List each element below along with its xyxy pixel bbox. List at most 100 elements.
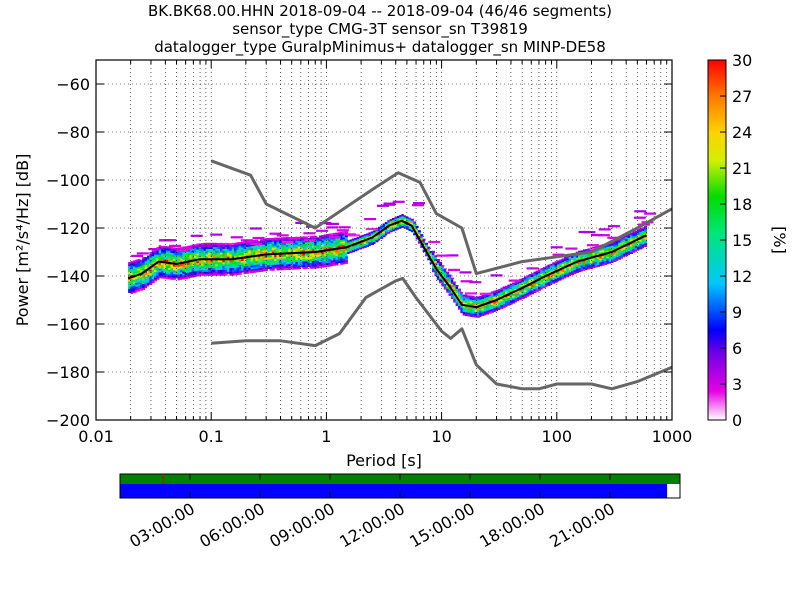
heatmap-cell <box>231 254 235 257</box>
heatmap-cell <box>597 258 600 262</box>
heatmap-cell <box>286 262 289 265</box>
heatmap-cell <box>168 250 172 253</box>
heatmap-cell <box>417 241 421 244</box>
heatmap-cell <box>257 258 261 261</box>
x-tick-label: 1000 <box>652 427 693 446</box>
heatmap-cell <box>507 295 511 298</box>
heatmap-cell <box>615 258 619 261</box>
heatmap-cell <box>559 257 563 260</box>
heatmap-cell <box>215 252 219 255</box>
heatmap-cell <box>238 272 242 275</box>
heatmap-cell <box>196 249 200 252</box>
heatmap-cell <box>340 260 344 263</box>
heatmap-cell <box>267 266 271 269</box>
heatmap-cell <box>158 252 162 256</box>
heatmap-cell <box>128 262 132 265</box>
heatmap-cell <box>540 279 544 282</box>
heatmap-cell <box>582 257 586 260</box>
heatmap-cell <box>151 252 155 255</box>
heatmap-cell <box>330 246 334 249</box>
heatmap-cell <box>505 298 509 301</box>
heatmap-cell <box>627 249 631 252</box>
heatmap-cell <box>622 251 626 254</box>
heatmap-cell <box>210 242 214 245</box>
heatmap-cell <box>351 238 355 241</box>
heatmap-cell <box>321 263 325 266</box>
heatmap-cell <box>257 262 261 265</box>
heatmap-cell <box>300 257 304 260</box>
heatmap-cell <box>184 259 188 262</box>
y-tick-label: −120 <box>46 219 90 238</box>
heatmap-cell <box>293 234 296 237</box>
heatmap-cell <box>288 261 292 265</box>
heatmap-cell <box>281 241 294 244</box>
heatmap-cell <box>493 292 497 295</box>
heatmap-cell <box>413 225 417 228</box>
heatmap-cell <box>184 267 188 270</box>
heatmap-cell <box>587 248 591 251</box>
heatmap-cell <box>429 252 433 255</box>
heatmap-cell <box>342 243 346 246</box>
heatmap-cell <box>278 268 282 271</box>
heatmap-cell <box>234 259 238 262</box>
heatmap-cell <box>215 262 219 265</box>
heatmap-cell <box>441 267 445 270</box>
heatmap-cell <box>229 260 233 263</box>
heatmap-cell <box>554 278 558 281</box>
heatmap-cell <box>483 305 487 308</box>
heatmap-cell <box>264 265 268 268</box>
heatmap-cell <box>144 263 148 266</box>
heatmap-cell <box>210 256 214 259</box>
heatmap-cell <box>380 234 384 237</box>
heatmap-cell <box>359 237 362 240</box>
heatmap-cell <box>622 239 626 243</box>
heatmap-cell <box>304 268 308 271</box>
heatmap-cell <box>415 231 419 234</box>
heatmap-cell <box>323 265 327 268</box>
heatmap-cell <box>231 246 235 249</box>
heatmap-cell <box>241 260 245 263</box>
heatmap-cell <box>217 260 221 263</box>
heatmap-cell <box>260 263 264 266</box>
heatmap-cell <box>323 245 327 249</box>
heatmap-cell <box>295 261 299 264</box>
heatmap-cell <box>234 269 238 272</box>
heatmap-cell <box>474 313 478 316</box>
heatmap-cell <box>519 286 523 289</box>
heatmap-cell <box>561 273 565 276</box>
heatmap-cell <box>267 259 271 262</box>
heatmap-cell <box>637 242 640 245</box>
heatmap-cell <box>622 249 626 252</box>
heatmap-cell <box>561 260 565 263</box>
heatmap-cell <box>613 261 617 264</box>
heatmap-cell <box>383 203 396 206</box>
heatmap-cell <box>274 264 278 267</box>
heatmap-cell <box>627 239 631 242</box>
heatmap-cell <box>632 231 636 234</box>
heatmap-cell <box>170 252 174 255</box>
heatmap-cell <box>408 230 412 233</box>
heatmap-cell <box>245 246 249 249</box>
heatmap-cell <box>556 279 560 282</box>
heatmap-cell <box>236 242 240 245</box>
heatmap-cell <box>545 269 549 272</box>
heatmap-cell <box>269 259 273 262</box>
heatmap-cell <box>333 261 337 264</box>
heatmap-cell <box>130 263 134 266</box>
heatmap-cell <box>205 275 209 278</box>
heatmap-cell <box>300 265 304 268</box>
heatmap-cell <box>205 246 209 249</box>
heatmap-cell <box>441 284 445 287</box>
heatmap-cell <box>276 239 280 242</box>
heatmap-cell <box>368 236 372 239</box>
heatmap-cell <box>469 281 482 284</box>
heatmap-cell <box>165 250 169 253</box>
heatmap-cell <box>389 228 393 231</box>
heatmap-cell <box>453 296 457 299</box>
heatmap-cell <box>229 264 233 267</box>
heatmap-cell <box>427 246 431 249</box>
heatmap-cell <box>448 287 452 291</box>
heatmap-cell <box>618 238 622 241</box>
heatmap-cell <box>168 267 172 270</box>
heatmap-cell <box>559 263 563 266</box>
